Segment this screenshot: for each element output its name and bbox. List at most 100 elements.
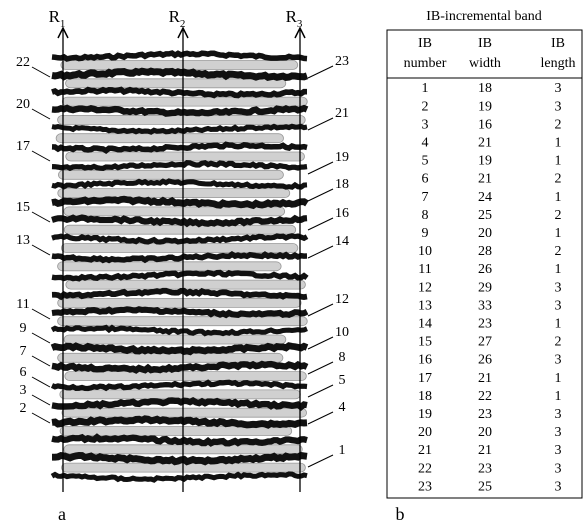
leader-line — [307, 65, 334, 79]
table-cell: 8 — [422, 208, 429, 223]
table-cell: 27 — [478, 335, 492, 350]
growth-band — [57, 261, 282, 272]
table-cell: 21 — [478, 443, 492, 458]
band-label: 23 — [335, 54, 349, 69]
table-cell: 5 — [422, 154, 429, 169]
leader-line — [31, 244, 51, 256]
band-boundary — [51, 360, 309, 374]
table-cell: 23 — [478, 407, 492, 422]
table-cell: 3 — [555, 298, 562, 313]
table-cell: 21 — [478, 172, 492, 187]
table-cell: 23 — [418, 479, 432, 494]
column-header: IB — [551, 36, 565, 51]
table-cell: 25 — [478, 479, 492, 494]
growth-band — [65, 151, 305, 162]
band-boundary — [51, 123, 308, 135]
panel-label: b — [396, 504, 405, 524]
growth-band — [64, 371, 307, 382]
band-label: 14 — [335, 234, 349, 249]
band-label: 17 — [16, 139, 30, 154]
table-cell: 1 — [555, 226, 562, 241]
table-cell: 17 — [418, 371, 432, 386]
axis-label: R3 — [286, 7, 303, 30]
table-cell: 1 — [555, 154, 562, 169]
table-cell: 3 — [555, 407, 562, 422]
axis-name: R — [49, 7, 61, 26]
table-cell: 2 — [555, 172, 562, 187]
band-label: 11 — [16, 297, 29, 312]
table-cell: 1 — [555, 317, 562, 332]
leader-line — [31, 394, 51, 406]
table-cell: 2 — [422, 99, 429, 114]
band-boundary — [51, 433, 308, 447]
band-label: 8 — [339, 350, 346, 365]
band-boundary — [50, 379, 308, 392]
table-cell: 14 — [418, 317, 432, 332]
band-boundary — [51, 141, 308, 155]
table-cell: 18 — [418, 389, 432, 404]
axis-subscript: 3 — [297, 18, 303, 30]
table-cell: 12 — [418, 280, 432, 295]
band-boundary — [51, 269, 309, 282]
growth-band — [55, 133, 284, 144]
table-cell: 16 — [418, 353, 432, 368]
table-cell: 24 — [478, 190, 492, 205]
table-cell: 3 — [555, 353, 562, 368]
growth-band — [61, 407, 307, 418]
growth-band — [65, 78, 287, 89]
leader-line — [307, 384, 334, 398]
table-cell: 3 — [555, 425, 562, 440]
axis-arrow — [177, 26, 189, 39]
leader-line — [307, 336, 334, 350]
band-label: 15 — [16, 200, 30, 215]
table-cell: 11 — [418, 262, 431, 277]
band-boundary — [51, 287, 308, 301]
table-cell: 2 — [555, 244, 562, 259]
table-cell: 1 — [422, 81, 429, 96]
table-cell: 26 — [478, 262, 492, 277]
band-label: 6 — [20, 365, 27, 380]
growth-band — [57, 297, 302, 308]
axis-name: R — [286, 7, 298, 26]
leader-line — [307, 303, 334, 317]
table-cell: 1 — [555, 136, 562, 151]
band-boundary — [51, 233, 309, 245]
table-cell: 1 — [555, 389, 562, 404]
band-boundary — [51, 415, 308, 429]
table-cell: 1 — [555, 262, 562, 277]
growth-band — [63, 334, 287, 345]
band-label: 1 — [339, 443, 346, 458]
table-cell: 9 — [422, 226, 429, 241]
table-cell: 19 — [478, 99, 492, 114]
axis-subscript: 2 — [180, 18, 186, 30]
growth-band — [57, 188, 291, 199]
band-boundary — [51, 195, 309, 210]
table-cell: 2 — [555, 117, 562, 132]
growth-band — [60, 60, 299, 70]
band-label: 18 — [335, 177, 349, 192]
band-label: 19 — [335, 150, 349, 165]
growth-band — [65, 279, 306, 290]
leader-line — [307, 411, 334, 425]
table-cell: 22 — [478, 389, 492, 404]
leader-line — [307, 454, 334, 468]
band-boundary — [51, 86, 307, 99]
growth-band — [59, 426, 293, 436]
band-label: 16 — [335, 206, 349, 221]
band-label: 10 — [335, 325, 349, 340]
leader-line — [31, 412, 51, 424]
band-boundary — [51, 251, 308, 264]
band-boundary — [51, 159, 308, 172]
table-cell: 25 — [478, 208, 492, 223]
leader-line — [31, 66, 51, 78]
column-header: IB — [418, 36, 432, 51]
band-boundary — [50, 471, 308, 483]
leader-line — [31, 376, 51, 388]
leader-line — [31, 211, 51, 223]
band-boundary — [51, 178, 308, 190]
band-drawing — [50, 50, 309, 483]
table-cell: 3 — [555, 443, 562, 458]
table-cell: 7 — [422, 190, 429, 205]
table-cell: 6 — [422, 172, 429, 187]
